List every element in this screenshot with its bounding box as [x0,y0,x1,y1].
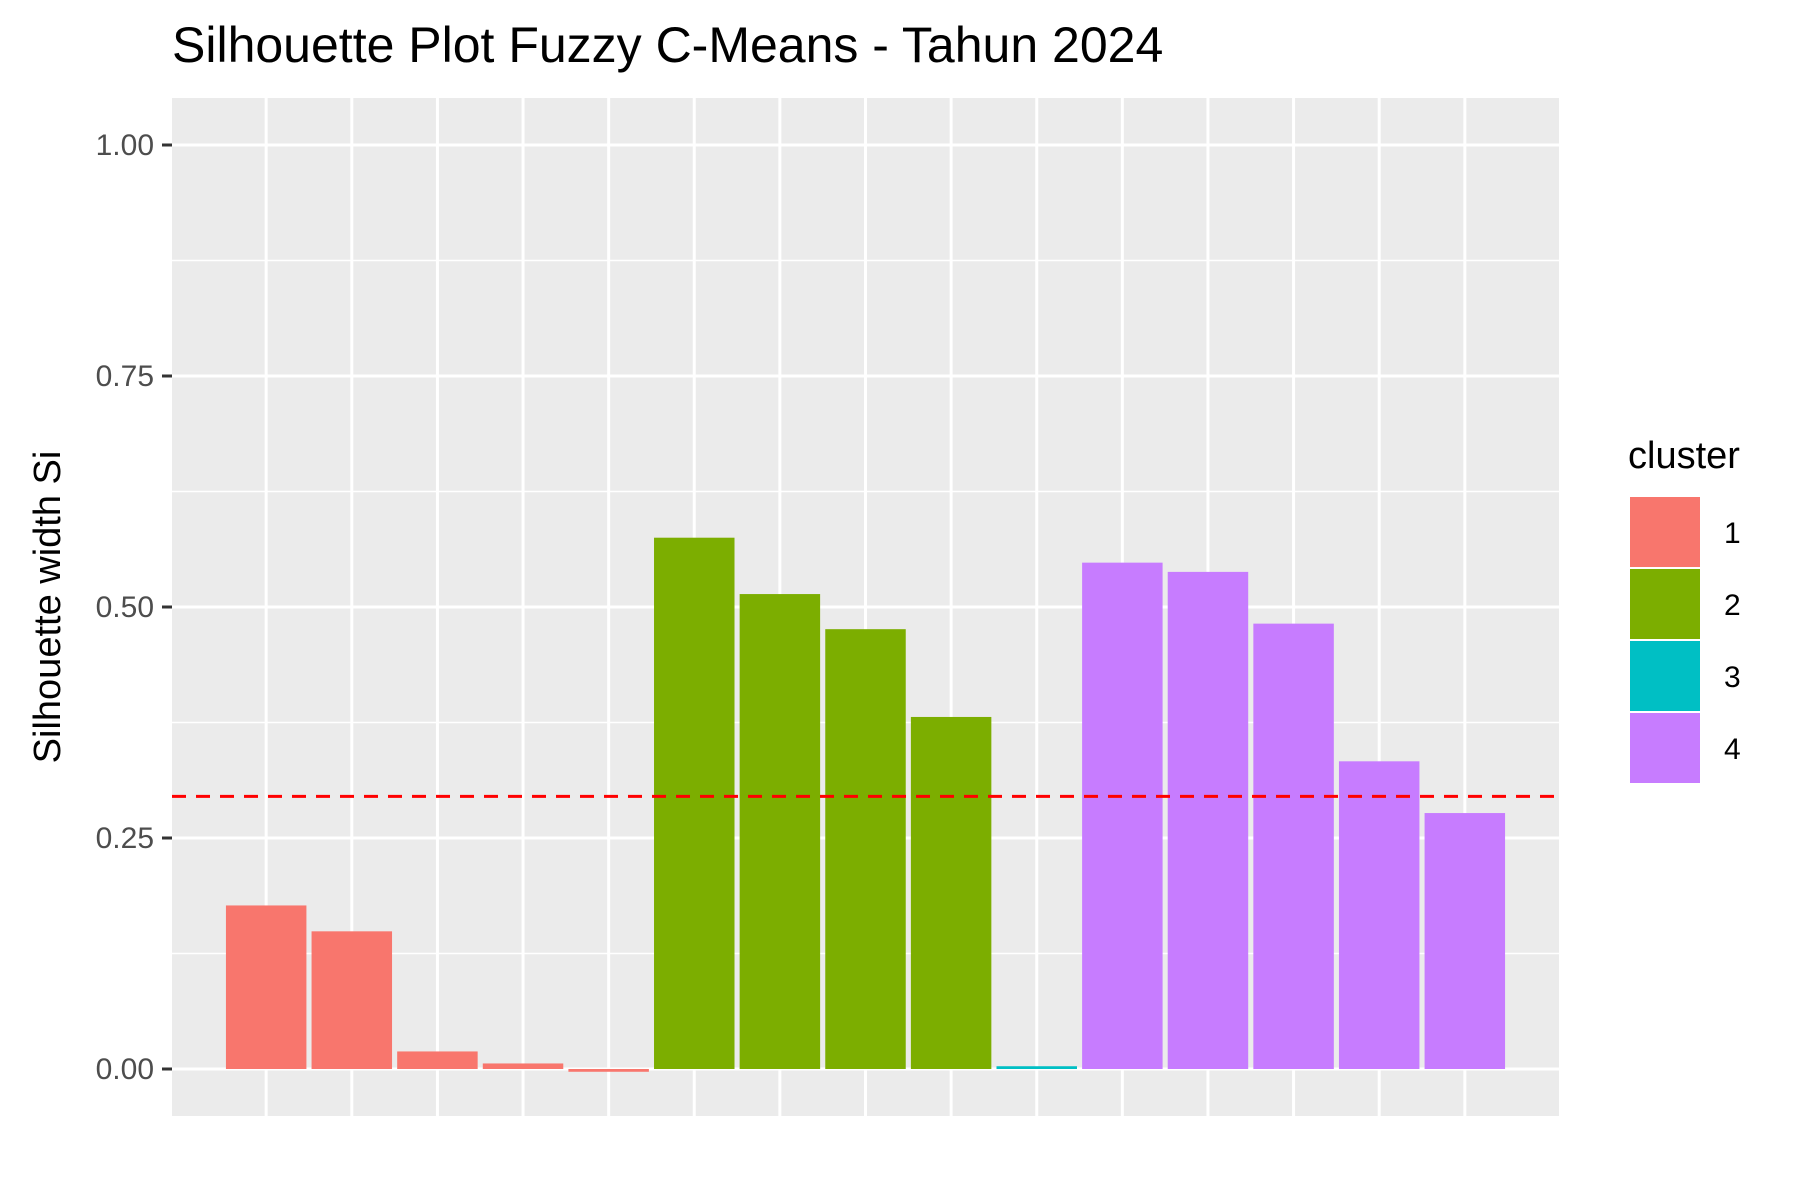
bar-cluster-1 [568,1069,649,1072]
y-tick-label: 0.50 [96,591,154,624]
bar-cluster-2 [825,629,906,1069]
bar-cluster-4 [1424,813,1506,1069]
y-axis-title: Silhouette width Si [27,451,69,764]
legend-key-2 [1630,569,1700,639]
legend-key-3 [1630,641,1700,711]
chart-title: Silhouette Plot Fuzzy C-Means - Tahun 20… [172,17,1163,73]
legend-key-4 [1630,713,1700,783]
bar-cluster-4 [1338,761,1420,1069]
y-axis: 0.00 0.25 0.50 0.75 1.00 [96,129,172,1086]
bar-cluster-2 [739,594,821,1069]
legend: 1 2 3 4 [1630,497,1741,783]
legend-label-2: 2 [1724,589,1741,622]
y-tick-label: 0.75 [96,360,154,393]
bar-cluster-1 [397,1051,478,1069]
bar-cluster-2 [910,716,992,1069]
bars [225,537,1506,1072]
legend-label-4: 4 [1724,733,1741,766]
bar-cluster-1 [225,905,307,1069]
legend-title: cluster [1628,435,1740,477]
bar-cluster-1 [311,931,393,1069]
bar-cluster-3 [996,1066,1077,1069]
legend-label-1: 1 [1724,517,1741,550]
y-tick-label: 1.00 [96,129,154,162]
legend-key-1 [1630,497,1700,567]
bar-cluster-2 [654,537,735,1069]
bar-cluster-1 [482,1063,564,1069]
legend-label-3: 3 [1724,661,1741,694]
bar-cluster-4 [1253,623,1334,1069]
y-tick-label: 0.25 [96,822,154,855]
bar-cluster-4 [1167,571,1249,1069]
y-tick-label: 0.00 [96,1053,154,1086]
bar-cluster-4 [1082,562,1163,1069]
